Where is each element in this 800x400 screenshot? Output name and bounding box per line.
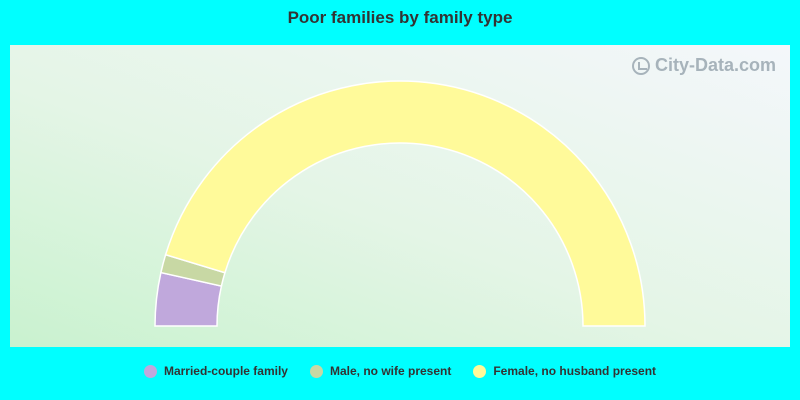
legend-swatch xyxy=(473,364,487,378)
legend-swatch xyxy=(143,364,157,378)
watermark: City-Data.com xyxy=(631,55,776,76)
chart-title: Poor families by family type xyxy=(287,8,513,27)
legend-item-female-no-husband: Female, no husband present xyxy=(473,364,656,378)
legend-item-male-no-wife: Male, no wife present xyxy=(309,364,452,378)
legend-item-married-couple: Married-couple family xyxy=(143,364,288,378)
legend-label: Male, no wife present xyxy=(329,364,452,378)
legend: Married-couple family Male, no wife pres… xyxy=(0,364,800,378)
legend-label: Married-couple family xyxy=(163,364,288,378)
watermark-text: City-Data.com xyxy=(654,55,776,75)
city-data-logo-icon xyxy=(631,56,650,75)
slice-female-no-husband-present xyxy=(164,80,646,327)
legend-label: Female, no husband present xyxy=(493,364,657,378)
legend-swatch xyxy=(309,364,323,378)
